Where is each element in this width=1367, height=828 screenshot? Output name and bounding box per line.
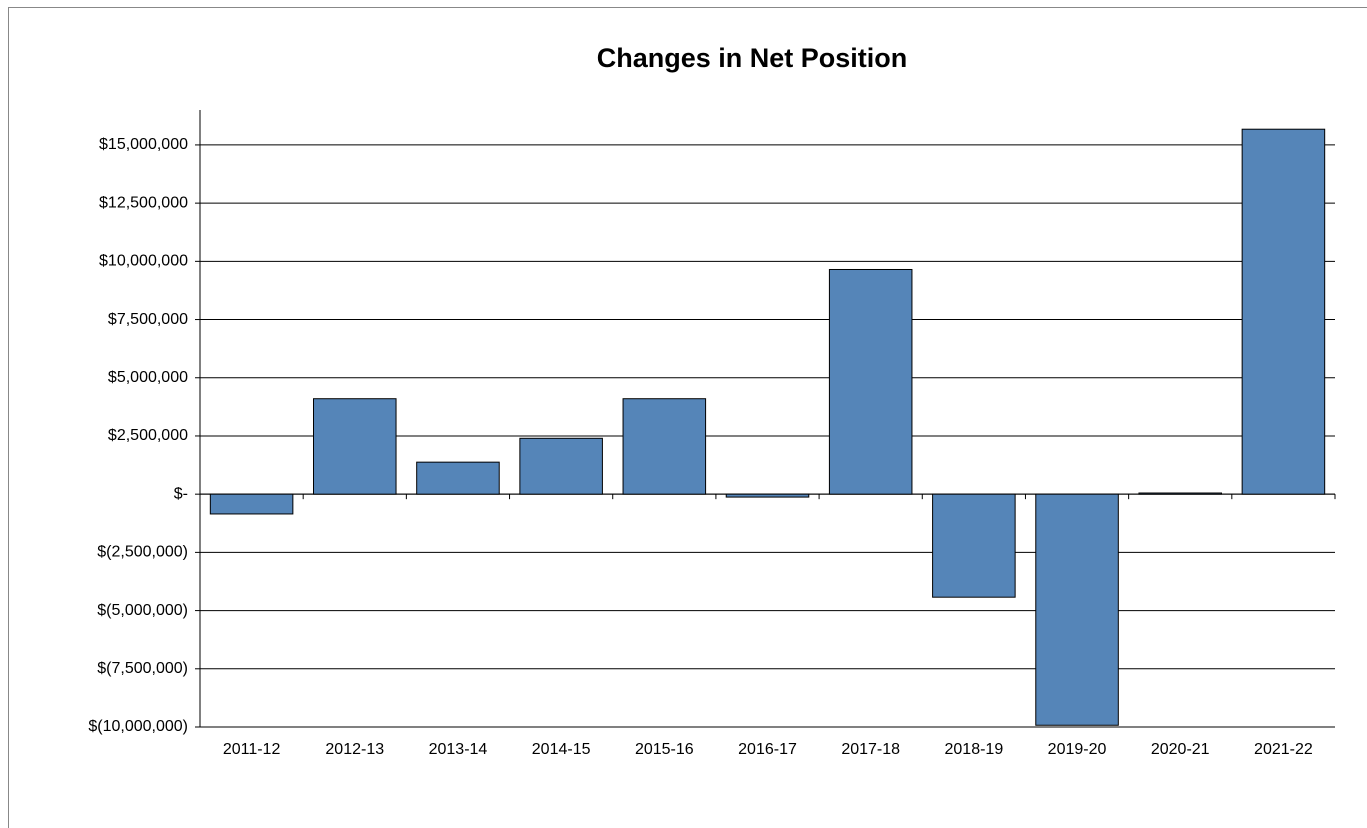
bar bbox=[622, 398, 707, 495]
y-tick-label: $(5,000,000) bbox=[97, 602, 188, 619]
y-tick-label: $(10,000,000) bbox=[88, 718, 188, 735]
x-tick-label: 2016-17 bbox=[738, 741, 797, 758]
x-tick-label: 2019-20 bbox=[1048, 741, 1107, 758]
x-tick-label: 2017-18 bbox=[841, 741, 900, 758]
x-tick-label: 2011-12 bbox=[223, 741, 281, 758]
bar bbox=[209, 493, 294, 515]
y-tick-label: $15,000,000 bbox=[99, 136, 188, 153]
y-tick-label: $2,500,000 bbox=[108, 427, 188, 444]
x-tick-label: 2014-15 bbox=[532, 741, 591, 758]
bar bbox=[932, 493, 1016, 598]
bar bbox=[725, 493, 810, 498]
bar bbox=[313, 398, 397, 495]
x-tick-label: 2013-14 bbox=[429, 741, 488, 758]
x-tick-label: 2012-13 bbox=[325, 741, 384, 758]
bar bbox=[416, 461, 500, 495]
y-tick-label: $(2,500,000) bbox=[97, 544, 188, 561]
bar bbox=[1035, 493, 1119, 726]
x-tick-label: 2021-22 bbox=[1254, 741, 1313, 758]
y-tick-label: $- bbox=[174, 485, 188, 502]
y-tick-label: $7,500,000 bbox=[108, 311, 188, 328]
x-tick-label: 2020-21 bbox=[1151, 741, 1210, 758]
x-tick-label: 2015-16 bbox=[635, 741, 694, 758]
bar bbox=[519, 437, 603, 495]
y-tick-label: $12,500,000 bbox=[99, 194, 188, 211]
chart-title: Changes in Net Position bbox=[597, 43, 908, 73]
x-tick-label: 2018-19 bbox=[945, 741, 1004, 758]
bar bbox=[828, 268, 913, 495]
y-tick-label: $(7,500,000) bbox=[97, 660, 188, 677]
bar bbox=[1138, 492, 1223, 495]
bar bbox=[1241, 128, 1326, 495]
y-tick-label: $10,000,000 bbox=[99, 253, 188, 270]
y-tick-label: $5,000,000 bbox=[108, 369, 188, 386]
